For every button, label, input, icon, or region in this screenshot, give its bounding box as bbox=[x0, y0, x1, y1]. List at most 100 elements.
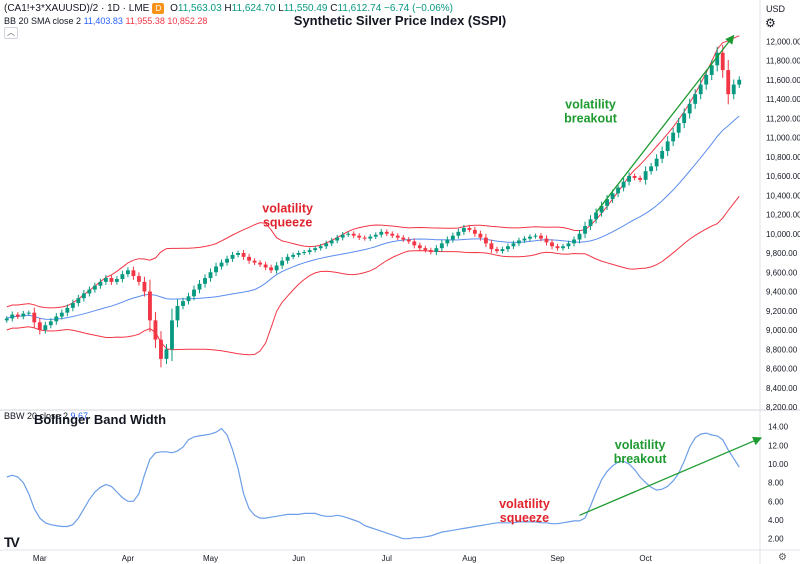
candle-body bbox=[247, 256, 252, 261]
currency-label[interactable]: USD bbox=[766, 4, 786, 14]
candle-body bbox=[599, 205, 604, 213]
candle-body bbox=[517, 240, 521, 244]
candle-body bbox=[709, 65, 714, 75]
candle-body bbox=[698, 84, 703, 95]
candle-body bbox=[241, 253, 246, 257]
price-tick-label: 10,200.00 bbox=[766, 211, 800, 220]
candle-body bbox=[566, 243, 571, 247]
price-tick-label: 11,800.00 bbox=[766, 57, 800, 66]
low-value: 11,550.49 bbox=[283, 3, 328, 15]
candle-body bbox=[494, 249, 499, 252]
gear-icon[interactable]: ⚙ bbox=[765, 16, 776, 30]
candle-body bbox=[489, 243, 494, 250]
breakout-annotation-bbw: breakout bbox=[614, 452, 668, 466]
candle-body bbox=[467, 227, 472, 230]
candle-body bbox=[318, 246, 323, 249]
candle-body bbox=[616, 187, 621, 194]
candle-body bbox=[539, 235, 543, 239]
candle-body bbox=[76, 298, 81, 304]
bb-basis-value: 11,403.83 bbox=[83, 16, 123, 26]
candle-body bbox=[406, 239, 411, 242]
breakout-annotation-price: volatility bbox=[565, 98, 616, 112]
candle-body bbox=[258, 262, 263, 265]
candle-body bbox=[500, 249, 505, 252]
symbol-label[interactable]: (CA1!+3*XAUUSD)/2 · 1D · LME bbox=[4, 3, 150, 15]
gear-icon[interactable]: ⚙ bbox=[778, 552, 787, 563]
candle-body bbox=[561, 246, 565, 249]
candle-body bbox=[280, 260, 285, 266]
candle-body bbox=[450, 235, 455, 240]
candle-body bbox=[522, 238, 527, 241]
candle-body bbox=[92, 285, 97, 290]
change-value: −6.74 (−0.06%) bbox=[384, 3, 453, 15]
bbw-tick-label: 8.00 bbox=[768, 479, 784, 488]
time-tick-label: Aug bbox=[462, 554, 476, 563]
candle-body bbox=[197, 283, 202, 290]
breakout-annotation-bbw: volatility bbox=[615, 438, 666, 452]
candle-body bbox=[550, 242, 554, 247]
time-tick-label: May bbox=[203, 554, 218, 563]
candle-body bbox=[335, 237, 340, 241]
candle-body bbox=[81, 293, 86, 299]
chevron-up-icon[interactable]: ︿ bbox=[4, 27, 18, 39]
bbw-legend[interactable]: BBW 20 close 2 9.67 bbox=[4, 411, 88, 421]
candle-body bbox=[142, 281, 147, 292]
candle-body bbox=[236, 253, 240, 255]
time-tick-label: Apr bbox=[122, 554, 135, 563]
squeeze-annotation-bbw: squeeze bbox=[500, 511, 549, 525]
price-tick-label: 8,200.00 bbox=[766, 403, 798, 412]
candle-body bbox=[577, 233, 582, 240]
candle-body bbox=[159, 339, 163, 359]
price-tick-label: 9,200.00 bbox=[766, 307, 798, 316]
candle-body bbox=[32, 312, 37, 323]
candle-body bbox=[632, 176, 637, 178]
candle-body bbox=[417, 245, 422, 249]
candle-body bbox=[588, 219, 593, 227]
candle-body bbox=[120, 274, 125, 279]
candle-body bbox=[390, 233, 395, 236]
bbw-line bbox=[6, 427, 740, 540]
candle-body bbox=[649, 166, 654, 172]
candle-body bbox=[483, 237, 488, 244]
close-label: C bbox=[330, 3, 338, 15]
candle-body bbox=[65, 307, 70, 313]
candle-body bbox=[4, 318, 9, 321]
bb-upper-value: 11,955.38 bbox=[125, 16, 165, 26]
candle-body bbox=[48, 321, 53, 326]
candle-body bbox=[153, 320, 158, 340]
candle-body bbox=[555, 246, 560, 249]
candle-body bbox=[186, 296, 191, 302]
candle-body bbox=[461, 227, 466, 232]
tradingview-logo[interactable]: TV bbox=[4, 534, 20, 550]
candle-body bbox=[379, 231, 384, 235]
candle-body bbox=[610, 193, 615, 200]
main-legend: (CA1!+3*XAUUSD)/2 · 1D · LME D O11,563.03… bbox=[4, 3, 453, 14]
candle-body bbox=[572, 239, 576, 244]
price-tick-label: 8,400.00 bbox=[766, 384, 798, 393]
candle-body bbox=[125, 270, 130, 275]
candle-body bbox=[511, 243, 516, 247]
candle-body bbox=[472, 229, 477, 234]
candle-body bbox=[693, 94, 698, 104]
candle-body bbox=[70, 303, 75, 308]
candle-body bbox=[208, 272, 213, 279]
candle-body bbox=[181, 301, 185, 306]
candle-body bbox=[478, 233, 483, 238]
candle-body bbox=[506, 246, 510, 250]
bb-legend[interactable]: BB 20 SMA close 2 11,403.83 11,955.38 10… bbox=[4, 16, 207, 26]
candle-body bbox=[225, 258, 229, 263]
candle-body bbox=[137, 276, 141, 282]
price-tick-label: 11,600.00 bbox=[766, 76, 800, 85]
candle-body bbox=[269, 267, 274, 271]
candle-body bbox=[731, 84, 736, 95]
candle-body bbox=[638, 177, 643, 180]
price-tick-label: 10,800.00 bbox=[766, 153, 800, 162]
squeeze-annotation-price: volatility bbox=[262, 202, 313, 216]
time-tick-label: Jul bbox=[382, 554, 392, 563]
high-value: 11,624.70 bbox=[231, 3, 276, 15]
candle-body bbox=[219, 262, 224, 267]
candle-body bbox=[384, 231, 389, 234]
open-value: 11,563.03 bbox=[177, 3, 222, 15]
candle-body bbox=[720, 52, 725, 71]
